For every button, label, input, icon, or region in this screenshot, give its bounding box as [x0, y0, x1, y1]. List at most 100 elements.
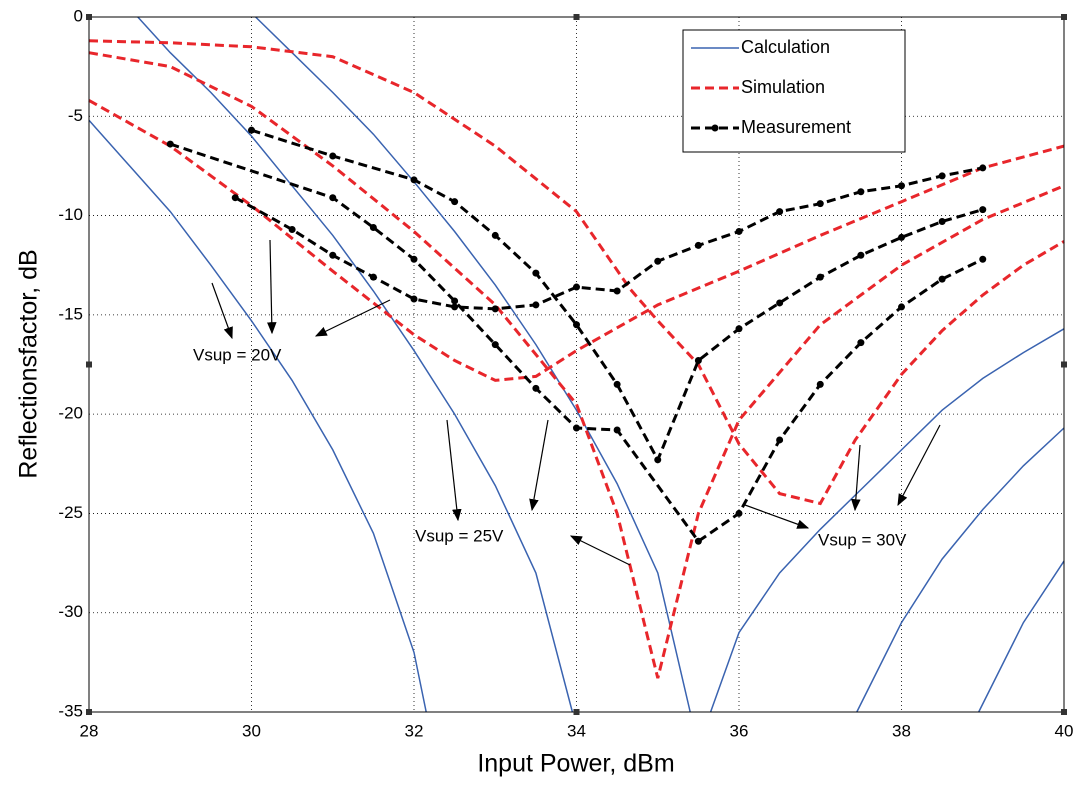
arrow — [314, 299, 391, 337]
line — [88, 39, 1065, 506]
point — [451, 198, 459, 206]
line — [978, 560, 1065, 713]
point — [816, 200, 824, 208]
point — [938, 218, 946, 226]
point — [816, 380, 824, 388]
point — [288, 225, 296, 233]
annotation: Vsup = 30V — [818, 530, 907, 549]
legend-label: Simulation — [741, 77, 825, 97]
line — [88, 119, 427, 713]
point — [248, 126, 255, 134]
y-tick-label: 0 — [74, 6, 83, 25]
annotation: Vsup = 20V — [193, 345, 282, 364]
x-tick-label: 36 — [730, 721, 749, 740]
point — [979, 255, 987, 263]
y-tick-label: -10 — [58, 205, 83, 224]
x-tick-label: 38 — [892, 721, 911, 740]
legend-label: Measurement — [741, 117, 851, 137]
point — [898, 182, 905, 190]
point — [735, 227, 743, 235]
point — [776, 299, 784, 307]
point — [491, 231, 499, 239]
x-tick-label: 30 — [242, 721, 261, 740]
arrow — [529, 419, 549, 512]
frame-handle — [86, 361, 92, 368]
frame-handle — [573, 709, 580, 715]
annotation-arrows — [211, 239, 941, 566]
frame-handle — [86, 14, 92, 20]
point — [938, 275, 946, 283]
point — [573, 283, 580, 291]
point — [694, 241, 702, 249]
point — [613, 380, 621, 388]
line — [856, 427, 1065, 713]
frame-handle — [86, 709, 92, 715]
y-tick-label: -20 — [58, 404, 83, 423]
legend-box — [682, 29, 906, 153]
y-tick-label: -25 — [58, 503, 83, 522]
point — [532, 269, 540, 277]
point — [979, 164, 987, 172]
point — [613, 426, 621, 434]
point — [451, 303, 459, 311]
point — [776, 436, 784, 444]
point — [410, 295, 418, 303]
point — [654, 257, 662, 265]
point — [857, 188, 865, 196]
point — [979, 206, 987, 214]
arrow — [211, 282, 233, 340]
y-tick-label: -15 — [58, 304, 83, 323]
y-tick-label: -5 — [68, 106, 83, 125]
point — [329, 194, 337, 202]
point — [613, 287, 621, 295]
annotation: Vsup = 25V — [415, 526, 504, 545]
x-tick-label: 32 — [405, 721, 424, 740]
point — [654, 456, 662, 464]
point — [573, 424, 580, 432]
point — [735, 509, 743, 517]
point — [776, 208, 784, 216]
arrow — [851, 444, 861, 512]
frame-handle — [573, 14, 580, 20]
y-tick-label: -30 — [58, 602, 83, 621]
point — [410, 255, 418, 263]
point — [938, 172, 946, 180]
point — [735, 325, 743, 333]
point — [532, 301, 540, 309]
point — [329, 251, 337, 259]
frame-handle — [1061, 361, 1067, 368]
frame-handle — [1061, 709, 1067, 715]
x-tick-label: 34 — [567, 721, 586, 740]
point — [491, 341, 499, 349]
x-tick-label: 40 — [1055, 721, 1074, 740]
point — [369, 223, 377, 231]
y-axis-label: Reflectionsfactor, dB — [15, 249, 43, 478]
point — [816, 273, 824, 281]
point — [898, 303, 905, 311]
point — [369, 273, 377, 281]
line — [88, 99, 1065, 382]
point — [694, 357, 702, 365]
point — [694, 537, 702, 545]
point — [451, 297, 459, 305]
point — [573, 321, 580, 329]
point — [898, 233, 905, 241]
point — [532, 384, 540, 392]
x-tick-label: 28 — [80, 721, 99, 740]
point — [491, 305, 499, 313]
point — [410, 176, 418, 184]
legend-marker — [711, 124, 719, 132]
arrow — [897, 424, 941, 507]
y-tick-label: -35 — [58, 701, 83, 720]
point — [857, 339, 865, 347]
arrow — [744, 504, 810, 529]
line — [88, 51, 1065, 679]
line — [137, 16, 574, 713]
point — [329, 152, 337, 160]
arrow — [569, 535, 631, 566]
arrow — [446, 419, 462, 522]
line — [709, 328, 1065, 713]
frame-handle — [1061, 14, 1067, 20]
